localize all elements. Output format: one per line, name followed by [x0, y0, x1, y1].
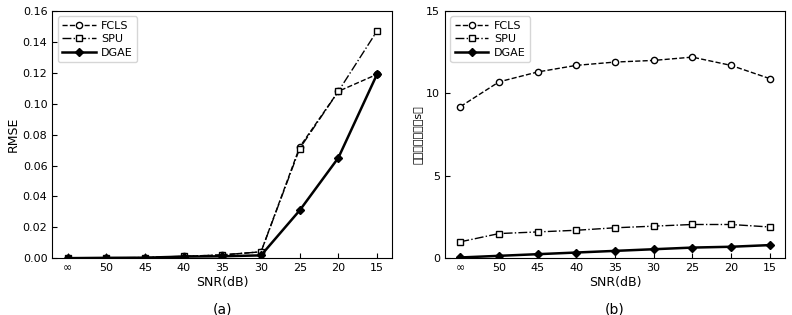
- Line: DGAE: DGAE: [457, 242, 773, 261]
- DGAE: [140, 256, 150, 260]
- FCLS: [572, 64, 581, 67]
- FCLS: [333, 89, 343, 93]
- SPU: [63, 256, 73, 260]
- FCLS: [179, 255, 188, 258]
- SPU: [372, 29, 382, 33]
- FCLS: [649, 59, 658, 62]
- FCLS: [687, 55, 697, 59]
- DGAE: [63, 256, 73, 260]
- FCLS: [101, 256, 111, 260]
- Legend: FCLS, SPU, DGAE: FCLS, SPU, DGAE: [58, 16, 138, 62]
- SPU: [218, 253, 227, 257]
- Line: SPU: SPU: [65, 28, 380, 261]
- DGAE: [687, 246, 697, 249]
- SPU: [455, 240, 465, 244]
- SPU: [333, 89, 343, 93]
- SPU: [726, 223, 736, 226]
- Y-axis label: 算法运行时间（s）: 算法运行时间（s）: [413, 105, 423, 164]
- SPU: [179, 255, 188, 258]
- DGAE: [726, 245, 736, 249]
- DGAE: [533, 252, 543, 256]
- DGAE: [494, 254, 504, 258]
- Text: (b): (b): [605, 303, 625, 315]
- DGAE: [257, 254, 266, 257]
- DGAE: [295, 209, 304, 212]
- FCLS: [494, 80, 504, 84]
- FCLS: [455, 105, 465, 108]
- SPU: [572, 228, 581, 232]
- DGAE: [611, 249, 620, 253]
- Text: (a): (a): [212, 303, 232, 315]
- Line: SPU: SPU: [457, 221, 773, 245]
- FCLS: [611, 60, 620, 64]
- X-axis label: SNR(dB): SNR(dB): [196, 276, 249, 289]
- SPU: [533, 230, 543, 234]
- FCLS: [372, 72, 382, 76]
- FCLS: [533, 70, 543, 74]
- DGAE: [179, 255, 188, 259]
- DGAE: [218, 255, 227, 258]
- FCLS: [63, 256, 73, 260]
- SPU: [257, 250, 266, 254]
- SPU: [611, 226, 620, 230]
- SPU: [140, 256, 150, 260]
- Line: FCLS: FCLS: [457, 54, 773, 110]
- Line: DGAE: DGAE: [65, 71, 380, 261]
- X-axis label: SNR(dB): SNR(dB): [588, 276, 642, 289]
- SPU: [101, 256, 111, 260]
- DGAE: [333, 156, 343, 160]
- Y-axis label: RMSE: RMSE: [7, 117, 20, 152]
- SPU: [765, 225, 775, 229]
- SPU: [494, 232, 504, 235]
- SPU: [687, 223, 697, 226]
- SPU: [295, 147, 304, 151]
- Legend: FCLS, SPU, DGAE: FCLS, SPU, DGAE: [451, 16, 530, 62]
- DGAE: [372, 72, 382, 76]
- FCLS: [257, 250, 266, 254]
- FCLS: [140, 256, 150, 260]
- Line: FCLS: FCLS: [65, 71, 380, 261]
- FCLS: [726, 64, 736, 67]
- DGAE: [572, 251, 581, 255]
- FCLS: [295, 145, 304, 149]
- FCLS: [218, 253, 227, 257]
- DGAE: [649, 247, 658, 251]
- DGAE: [101, 256, 111, 260]
- FCLS: [765, 77, 775, 80]
- SPU: [649, 224, 658, 228]
- DGAE: [765, 243, 775, 247]
- DGAE: [455, 255, 465, 259]
